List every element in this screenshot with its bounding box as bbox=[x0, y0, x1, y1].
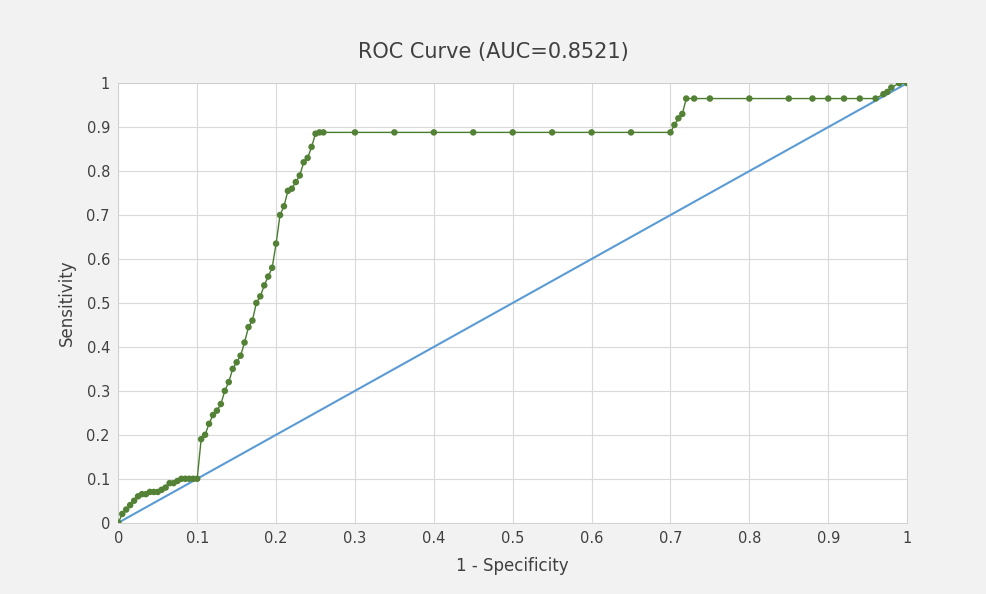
Point bbox=[288, 178, 304, 187]
Point bbox=[158, 483, 174, 492]
Point bbox=[248, 298, 264, 308]
Point bbox=[229, 358, 245, 367]
Text: ROC Curve (AUC=0.8521): ROC Curve (AUC=0.8521) bbox=[358, 42, 628, 62]
Point bbox=[426, 128, 442, 137]
Point bbox=[126, 496, 142, 505]
Point bbox=[272, 210, 288, 220]
Point bbox=[138, 489, 154, 499]
Point bbox=[883, 83, 899, 92]
Point bbox=[686, 94, 702, 103]
Point bbox=[197, 430, 213, 440]
Point bbox=[308, 129, 323, 138]
Point bbox=[268, 239, 284, 248]
Point bbox=[252, 292, 268, 301]
Point bbox=[217, 386, 233, 396]
Point bbox=[300, 153, 316, 163]
Point bbox=[296, 157, 312, 167]
Point bbox=[170, 476, 185, 486]
Point bbox=[142, 487, 158, 497]
Point bbox=[584, 128, 599, 137]
Point bbox=[316, 128, 331, 137]
Point bbox=[663, 128, 678, 137]
Point bbox=[237, 338, 252, 347]
Point bbox=[836, 94, 852, 103]
Point bbox=[876, 90, 891, 99]
Point bbox=[213, 399, 229, 409]
Point bbox=[233, 351, 248, 361]
Point bbox=[193, 434, 209, 444]
Point bbox=[201, 419, 217, 429]
Point bbox=[465, 128, 481, 137]
Point bbox=[256, 280, 272, 290]
Point bbox=[304, 142, 319, 151]
Point bbox=[623, 128, 639, 137]
Point bbox=[221, 377, 237, 387]
Point bbox=[670, 113, 686, 123]
Point bbox=[110, 518, 126, 527]
Point bbox=[181, 474, 197, 484]
Point bbox=[154, 485, 170, 494]
Point bbox=[209, 406, 225, 415]
Point bbox=[667, 120, 682, 129]
Point bbox=[702, 94, 718, 103]
Point bbox=[177, 474, 193, 484]
Point bbox=[189, 474, 205, 484]
Point bbox=[852, 94, 868, 103]
Point bbox=[674, 109, 690, 119]
Point bbox=[505, 128, 521, 137]
Point bbox=[880, 87, 895, 97]
Point bbox=[174, 474, 189, 484]
Point bbox=[312, 128, 327, 137]
Point bbox=[264, 263, 280, 273]
Point bbox=[162, 478, 177, 488]
Point bbox=[387, 128, 402, 137]
X-axis label: 1 - Specificity: 1 - Specificity bbox=[457, 557, 569, 575]
Point bbox=[205, 410, 221, 420]
Point bbox=[280, 186, 296, 195]
Point bbox=[150, 487, 166, 497]
Point bbox=[122, 500, 138, 510]
Point bbox=[260, 272, 276, 282]
Point bbox=[146, 487, 162, 497]
Point bbox=[134, 489, 150, 499]
Point bbox=[225, 364, 241, 374]
Point bbox=[678, 94, 694, 103]
Point bbox=[245, 316, 260, 326]
Point bbox=[781, 94, 797, 103]
Point bbox=[166, 478, 181, 488]
Point bbox=[805, 94, 820, 103]
Point bbox=[185, 474, 201, 484]
Point bbox=[130, 492, 146, 501]
Point bbox=[276, 201, 292, 211]
Point bbox=[118, 505, 134, 514]
Point bbox=[820, 94, 836, 103]
Point bbox=[899, 78, 915, 88]
Point bbox=[284, 184, 300, 194]
Point bbox=[347, 128, 363, 137]
Point bbox=[868, 94, 883, 103]
Point bbox=[891, 78, 907, 88]
Point bbox=[241, 323, 256, 332]
Point bbox=[292, 170, 308, 180]
Point bbox=[114, 509, 130, 519]
Y-axis label: Sensitivity: Sensitivity bbox=[57, 260, 75, 346]
Point bbox=[544, 128, 560, 137]
Point bbox=[741, 94, 757, 103]
